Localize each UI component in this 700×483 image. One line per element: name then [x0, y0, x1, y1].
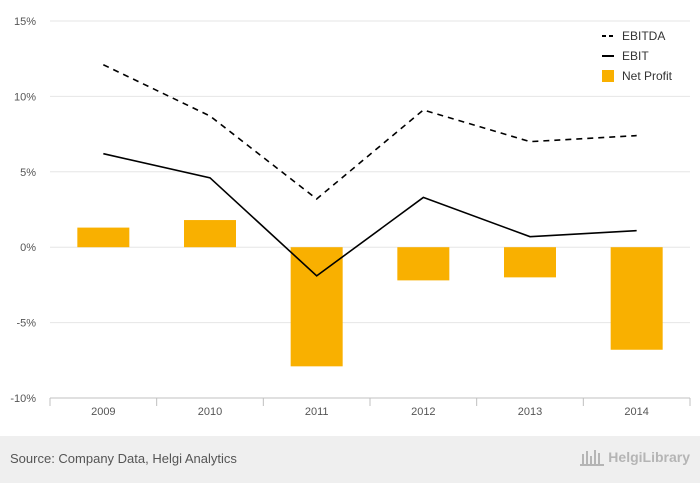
x-tick-label: 2013: [518, 406, 542, 418]
bar-net-profit: [290, 247, 343, 367]
bar-net-profit: [610, 247, 663, 350]
y-tick-label: 10%: [14, 91, 36, 103]
legend-item: Net Profit: [602, 69, 673, 83]
legend-label: Net Profit: [622, 69, 673, 83]
x-tick-label: 2010: [198, 406, 222, 418]
chart: 15%10%5%0%-5%-10% 2009 2010 2011 2012 2013 20…: [10, 16, 691, 418]
legend-swatch: [602, 70, 614, 82]
y-tick-label: 0%: [20, 242, 36, 254]
legend-item: EBITDA: [602, 29, 665, 43]
bar-net-profit: [77, 227, 130, 248]
y-tick-label: 5%: [20, 167, 36, 179]
line-series: [102, 64, 637, 277]
x-axis: 2009 2010 2011 2012 2013 2014: [49, 397, 691, 418]
legend: EBITDA EBIT Net Profit: [602, 29, 673, 83]
y-axis-ticks: 15% 10% 5% 0% -5% -10%: [10, 16, 36, 405]
line-ebitda: [102, 64, 637, 200]
legend-label: EBITDA: [622, 29, 665, 43]
y-tick-label: 15%: [14, 16, 36, 28]
library-logo-icon: [580, 450, 605, 466]
bar-net-profit: [504, 247, 556, 278]
x-tick-label: 2012: [411, 406, 435, 418]
bar-series: [77, 220, 663, 367]
grid-layer: [50, 20, 690, 324]
brand: HelgiLibrary: [580, 448, 690, 466]
brand-name: HelgiLibrary: [608, 449, 690, 465]
x-tick-label: 2011: [305, 406, 329, 418]
bar-net-profit: [397, 247, 450, 281]
bar-net-profit: [184, 220, 236, 248]
y-tick-label: -5%: [16, 318, 36, 330]
legend-label: EBIT: [622, 49, 649, 63]
x-tick-label: 2009: [91, 406, 115, 418]
y-tick-label: -10%: [10, 393, 36, 405]
legend-item: EBIT: [602, 49, 649, 63]
x-tick-label: 2014: [624, 406, 648, 418]
footer: Source: Company Data, Helgi Analytics He…: [0, 436, 700, 483]
source-note: Source: Company Data, Helgi Analytics: [10, 451, 237, 466]
line-ebit: [103, 152, 637, 277]
